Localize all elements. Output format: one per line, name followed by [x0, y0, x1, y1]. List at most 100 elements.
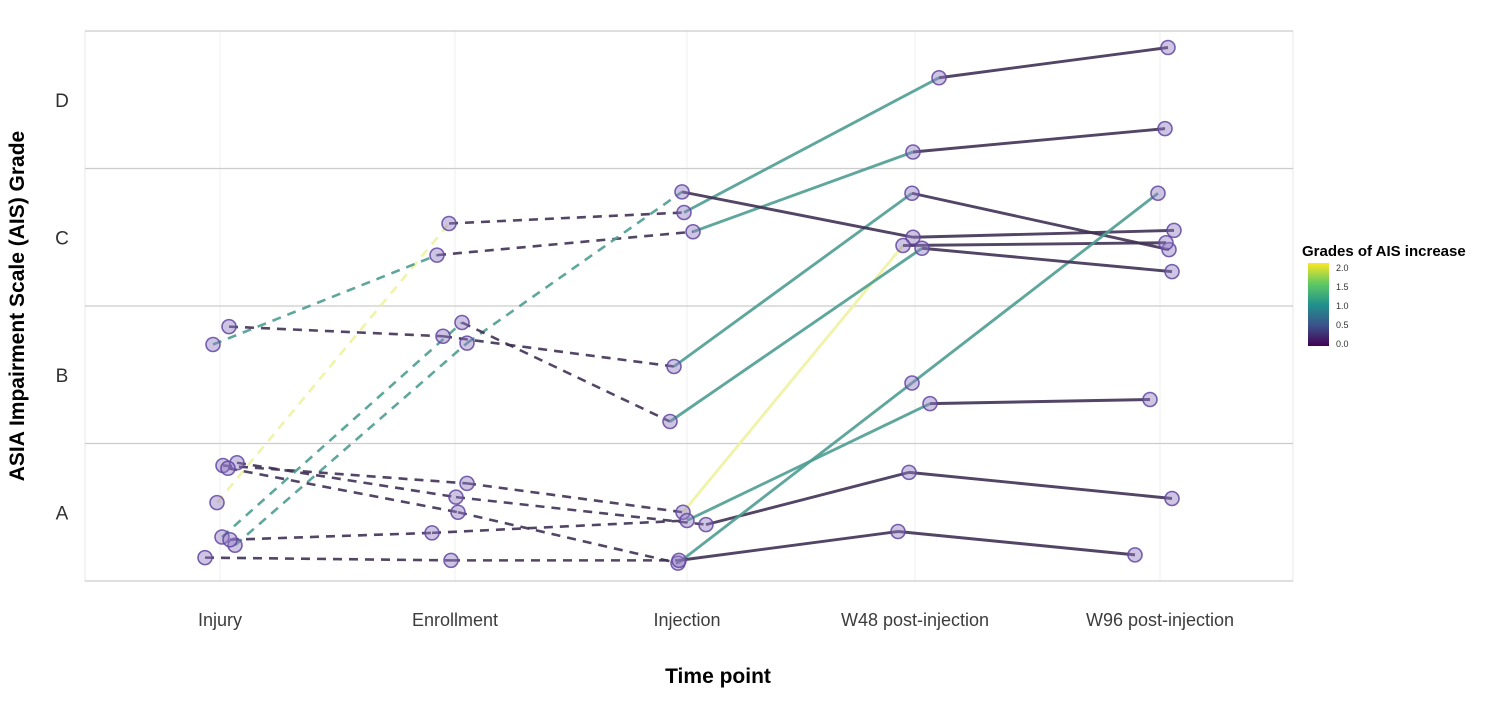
legend-colorbar [1308, 263, 1329, 346]
trajectory-lines [204, 46, 1175, 565]
patient-9-point-injury [222, 531, 238, 548]
patient-2-point-w96 [1157, 120, 1173, 137]
y-tick-label: A [56, 503, 69, 524]
patient-5-segment [681, 244, 905, 514]
patient-1-point-w96 [1160, 39, 1176, 56]
patient-3-segment [442, 334, 675, 368]
patient-6-point-w96 [1164, 490, 1180, 507]
legend: Grades of AIS increase 2.0 1.5 1.0 0.5 0.0 [1302, 243, 1466, 349]
patient-1-segment [216, 222, 450, 504]
patient-4-point-enrollment [459, 335, 475, 351]
x-tick-label: Injection [653, 610, 720, 630]
patient-2-segment [692, 150, 914, 234]
patient-9-segment [229, 531, 433, 542]
x-axis-tick-labels: Injury Enrollment Injection W48 post-inject… [198, 610, 1234, 630]
patient-1-point-injection [676, 204, 692, 221]
patient-5-segment [902, 241, 1167, 247]
patient-6-point-injury [229, 454, 245, 471]
patient-4-segment [912, 228, 1175, 239]
patient-1-segment [683, 76, 940, 214]
y-axis-tick-labels: A B C D [55, 91, 69, 525]
patient-8-segment [669, 247, 923, 423]
gridlines [84, 30, 1294, 582]
patient-7-segment [457, 510, 679, 565]
patient-8-point-w96 [1164, 263, 1180, 280]
legend-tick-label: 1.0 [1336, 301, 1349, 311]
patient-2-point-w48 [905, 144, 921, 160]
patient-4-point-w48 [905, 229, 921, 246]
legend-tick-label: 2.0 [1336, 263, 1349, 273]
patient-7-point-w96 [1150, 185, 1166, 202]
patient-8-segment [221, 321, 463, 538]
x-tick-label: W96 post-injection [1086, 610, 1234, 630]
patient-3-point-injury [221, 318, 237, 335]
patient-3-point-enrollment [435, 328, 451, 345]
legend-tick-label: 0.0 [1336, 339, 1349, 349]
patient-2-point-enrollment [429, 247, 445, 263]
patient-8-segment [921, 246, 1173, 274]
patient-5-point-w96 [1158, 234, 1174, 251]
patient-6-point-injection [698, 516, 714, 533]
patient-9-point-w48 [922, 395, 938, 412]
patient-10-point-injury [197, 549, 213, 566]
y-tick-label: D [55, 91, 69, 112]
patient-9-segment [929, 398, 1151, 406]
patient-7-segment [911, 192, 1159, 385]
patient-5-point-w48 [895, 237, 911, 254]
x-tick-label: W48 post-injection [841, 610, 989, 630]
patient-4-segment [681, 190, 914, 239]
patient-9-segment [686, 402, 931, 522]
patient-9-point-w96 [1142, 391, 1158, 408]
x-tick-label: Enrollment [412, 610, 498, 630]
x-axis-title: Time point [665, 665, 771, 688]
legend-tick-label: 0.5 [1336, 320, 1349, 330]
y-tick-label: B [56, 366, 69, 387]
patient-6-point-enrollment [448, 489, 464, 505]
patient-4-segment [466, 190, 683, 345]
legend-title: Grades of AIS increase [1302, 243, 1466, 260]
patient-10-point-enrollment [443, 552, 459, 569]
patient-10-segment [897, 530, 1136, 557]
patient-8-point-injection [662, 413, 678, 430]
patient-6-segment [236, 461, 457, 499]
patient-5-point-injection [675, 504, 691, 521]
patient-1-segment [938, 46, 1169, 80]
x-tick-label: Injury [198, 610, 242, 630]
patient-6-segment [908, 470, 1173, 500]
patient-7-segment [677, 381, 913, 565]
patient-8-segment [461, 321, 671, 423]
patient-9-point-injection [679, 512, 695, 529]
legend-tick-labels: 2.0 1.5 1.0 0.5 0.0 [1336, 263, 1349, 349]
patient-8-point-w48 [914, 240, 930, 257]
patient-4-segment [234, 342, 468, 547]
patient-1-point-enrollment [441, 215, 457, 232]
y-tick-label: C [55, 228, 69, 249]
patient-7-segment [227, 466, 459, 514]
patient-7-point-enrollment [450, 504, 466, 521]
patient-1-segment [448, 211, 685, 225]
patient-4-point-injection [674, 184, 690, 200]
y-axis-title: ASIA Impairment Scale (AIS) Grade [6, 131, 29, 482]
patient-10-point-w96 [1127, 547, 1143, 563]
patient-1-point-w48 [931, 69, 947, 86]
patient-6-point-w48 [901, 464, 917, 481]
patient-2-segment [436, 230, 694, 257]
patient-trajectories [197, 39, 1182, 571]
trajectory-points [197, 39, 1182, 571]
patient-3-segment [673, 192, 913, 368]
patient-5-segment [222, 464, 468, 485]
patient-2-segment [912, 127, 1166, 154]
patient-5-segment [466, 482, 684, 514]
patient-2-segment [212, 253, 438, 346]
patient-3-point-w48 [904, 185, 920, 202]
patient-10-point-injection [671, 552, 687, 569]
patient-10-segment [678, 530, 899, 562]
patient-6-segment [455, 495, 707, 526]
patient-5-point-enrollment [459, 475, 475, 492]
patient-3-segment [228, 325, 444, 338]
patient-2-point-injury [205, 336, 221, 353]
patient-2-point-injection [685, 223, 701, 240]
patient-10-point-w48 [890, 523, 906, 540]
